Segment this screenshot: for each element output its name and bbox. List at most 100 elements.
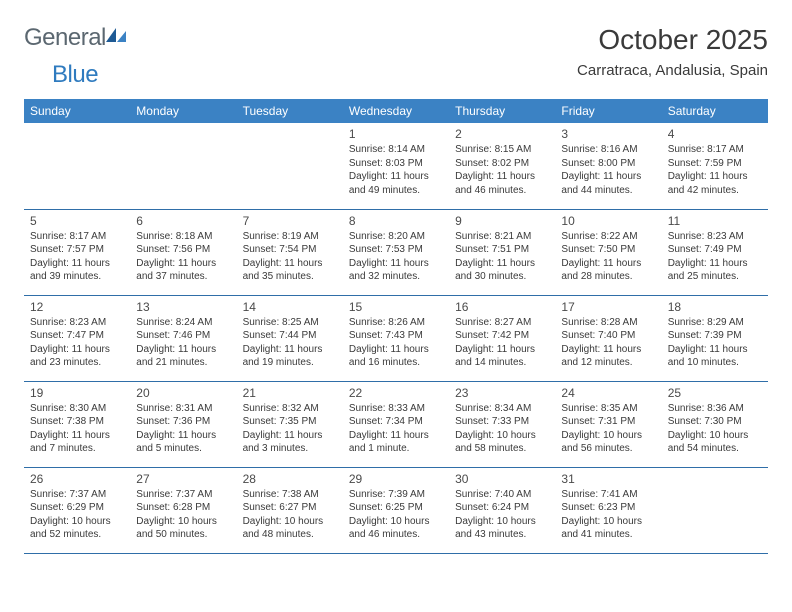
day-number: 7 <box>243 214 337 228</box>
sunrise-text: Sunrise: 7:41 AM <box>561 488 655 502</box>
sunrise-text: Sunrise: 8:26 AM <box>349 316 443 330</box>
sunrise-text: Sunrise: 7:38 AM <box>243 488 337 502</box>
calendar-week-row: 19Sunrise: 8:30 AMSunset: 7:38 PMDayligh… <box>24 381 768 467</box>
calendar-day-cell: 6Sunrise: 8:18 AMSunset: 7:56 PMDaylight… <box>130 209 236 295</box>
day-number: 17 <box>561 300 655 314</box>
sunrise-text: Sunrise: 8:17 AM <box>668 143 762 157</box>
day-number: 31 <box>561 472 655 486</box>
sunrise-text: Sunrise: 8:17 AM <box>30 230 124 244</box>
sunset-text: Sunset: 7:50 PM <box>561 243 655 257</box>
sunrise-text: Sunrise: 8:35 AM <box>561 402 655 416</box>
sunset-text: Sunset: 8:02 PM <box>455 157 549 171</box>
calendar-day-cell: 7 Sunrise: 8:19 AMSunset: 7:54 PMDaylight… <box>237 209 343 295</box>
calendar-day-cell: 14Sunrise: 8:25 AMSunset: 7:44 PMDayligh… <box>237 295 343 381</box>
calendar-day-cell: 23Sunrise: 8:34 AMSunset: 7:33 PMDayligh… <box>449 381 555 467</box>
calendar-week-row: 5Sunrise: 8:17 AMSunset: 7:57 PMDaylight… <box>24 209 768 295</box>
day-number: 4 <box>668 127 762 141</box>
sunset-text: Sunset: 7:39 PM <box>668 329 762 343</box>
daylight-text: Daylight: 11 hours and 30 minutes. <box>455 257 549 284</box>
daylight-text: Daylight: 10 hours and 48 minutes. <box>243 515 337 542</box>
daylight-text: Daylight: 11 hours and 42 minutes. <box>668 170 762 197</box>
sunrise-text: Sunrise: 8:19 AM <box>243 230 337 244</box>
daylight-text: Daylight: 11 hours and 3 minutes. <box>243 429 337 456</box>
daylight-text: Daylight: 11 hours and 23 minutes. <box>30 343 124 370</box>
sunrise-text: Sunrise: 7:37 AM <box>136 488 230 502</box>
day-number: 20 <box>136 386 230 400</box>
daylight-text: Daylight: 11 hours and 39 minutes. <box>30 257 124 284</box>
calendar-day-cell: 19Sunrise: 8:30 AMSunset: 7:38 PMDayligh… <box>24 381 130 467</box>
sunset-text: Sunset: 7:54 PM <box>243 243 337 257</box>
daylight-text: Daylight: 11 hours and 7 minutes. <box>30 429 124 456</box>
calendar-day-cell: 4Sunrise: 8:17 AMSunset: 7:59 PMDaylight… <box>662 123 768 209</box>
sunset-text: Sunset: 7:35 PM <box>243 415 337 429</box>
calendar-day-cell <box>662 467 768 553</box>
sunrise-text: Sunrise: 8:34 AM <box>455 402 549 416</box>
day-number: 28 <box>243 472 337 486</box>
sunrise-text: Sunrise: 8:36 AM <box>668 402 762 416</box>
calendar-day-cell: 26Sunrise: 7:37 AMSunset: 6:29 PMDayligh… <box>24 467 130 553</box>
sunrise-text: Sunrise: 8:23 AM <box>30 316 124 330</box>
calendar-day-cell: 11Sunrise: 8:23 AMSunset: 7:49 PMDayligh… <box>662 209 768 295</box>
daylight-text: Daylight: 11 hours and 5 minutes. <box>136 429 230 456</box>
daylight-text: Daylight: 11 hours and 21 minutes. <box>136 343 230 370</box>
calendar-day-cell: 28Sunrise: 7:38 AMSunset: 6:27 PMDayligh… <box>237 467 343 553</box>
daylight-text: Daylight: 11 hours and 44 minutes. <box>561 170 655 197</box>
day-number: 15 <box>349 300 443 314</box>
calendar-day-cell: 5 Sunrise: 8:17 AMSunset: 7:57 PMDaylight… <box>24 209 130 295</box>
sunset-text: Sunset: 7:36 PM <box>136 415 230 429</box>
day-number: 29 <box>349 472 443 486</box>
sunset-text: Sunset: 7:57 PM <box>30 243 124 257</box>
calendar-body: 1Sunrise: 8:14 AMSunset: 8:03 PMDaylight… <box>24 123 768 553</box>
sunrise-text: Sunrise: 8:16 AM <box>561 143 655 157</box>
daylight-text: Daylight: 11 hours and 14 minutes. <box>455 343 549 370</box>
calendar-day-cell <box>24 123 130 209</box>
calendar-day-cell: 25Sunrise: 8:36 AMSunset: 7:30 PMDayligh… <box>662 381 768 467</box>
sunset-text: Sunset: 8:00 PM <box>561 157 655 171</box>
day-header: Tuesday <box>237 99 343 123</box>
calendar-day-cell: 16Sunrise: 8:27 AMSunset: 7:42 PMDayligh… <box>449 295 555 381</box>
day-number: 25 <box>668 386 762 400</box>
sunrise-text: Sunrise: 8:18 AM <box>136 230 230 244</box>
sunrise-text: Sunrise: 8:32 AM <box>243 402 337 416</box>
day-number: 10 <box>561 214 655 228</box>
calendar-day-cell: 17Sunrise: 8:28 AMSunset: 7:40 PMDayligh… <box>555 295 661 381</box>
calendar-day-cell: 10Sunrise: 8:22 AMSunset: 7:50 PMDayligh… <box>555 209 661 295</box>
day-number: 2 <box>455 127 549 141</box>
sunrise-text: Sunrise: 7:39 AM <box>349 488 443 502</box>
calendar-day-cell <box>130 123 236 209</box>
sunset-text: Sunset: 6:24 PM <box>455 501 549 515</box>
location-text: Carratraca, Andalusia, Spain <box>577 62 768 79</box>
logo: General <box>24 24 130 52</box>
calendar-day-cell: 24Sunrise: 8:35 AMSunset: 7:31 PMDayligh… <box>555 381 661 467</box>
day-number: 14 <box>243 300 337 314</box>
daylight-text: Daylight: 11 hours and 35 minutes. <box>243 257 337 284</box>
logo-text-gray: General <box>24 24 106 52</box>
sunrise-text: Sunrise: 8:14 AM <box>349 143 443 157</box>
title-block: October 2025 Carratraca, Andalusia, Spai… <box>577 24 768 79</box>
daylight-text: Daylight: 10 hours and 52 minutes. <box>30 515 124 542</box>
calendar-page: General October 2025 Carratraca, Andalus… <box>0 0 792 554</box>
sunrise-text: Sunrise: 8:21 AM <box>455 230 549 244</box>
daylight-text: Daylight: 11 hours and 32 minutes. <box>349 257 443 284</box>
sunset-text: Sunset: 7:46 PM <box>136 329 230 343</box>
calendar-day-cell: 21Sunrise: 8:32 AMSunset: 7:35 PMDayligh… <box>237 381 343 467</box>
day-number: 24 <box>561 386 655 400</box>
sunset-text: Sunset: 7:34 PM <box>349 415 443 429</box>
daylight-text: Daylight: 11 hours and 10 minutes. <box>668 343 762 370</box>
daylight-text: Daylight: 11 hours and 49 minutes. <box>349 170 443 197</box>
sunset-text: Sunset: 6:25 PM <box>349 501 443 515</box>
sunset-text: Sunset: 7:49 PM <box>668 243 762 257</box>
sunrise-text: Sunrise: 8:25 AM <box>243 316 337 330</box>
day-number: 3 <box>561 127 655 141</box>
calendar-day-cell: 12Sunrise: 8:23 AMSunset: 7:47 PMDayligh… <box>24 295 130 381</box>
daylight-text: Daylight: 11 hours and 28 minutes. <box>561 257 655 284</box>
calendar-day-cell: 2Sunrise: 8:15 AMSunset: 8:02 PMDaylight… <box>449 123 555 209</box>
daylight-text: Daylight: 11 hours and 1 minute. <box>349 429 443 456</box>
calendar-day-cell <box>237 123 343 209</box>
calendar-week-row: 1Sunrise: 8:14 AMSunset: 8:03 PMDaylight… <box>24 123 768 209</box>
daylight-text: Daylight: 11 hours and 37 minutes. <box>136 257 230 284</box>
sunrise-text: Sunrise: 7:40 AM <box>455 488 549 502</box>
day-number: 27 <box>136 472 230 486</box>
daylight-text: Daylight: 10 hours and 43 minutes. <box>455 515 549 542</box>
day-number: 5 <box>30 214 124 228</box>
